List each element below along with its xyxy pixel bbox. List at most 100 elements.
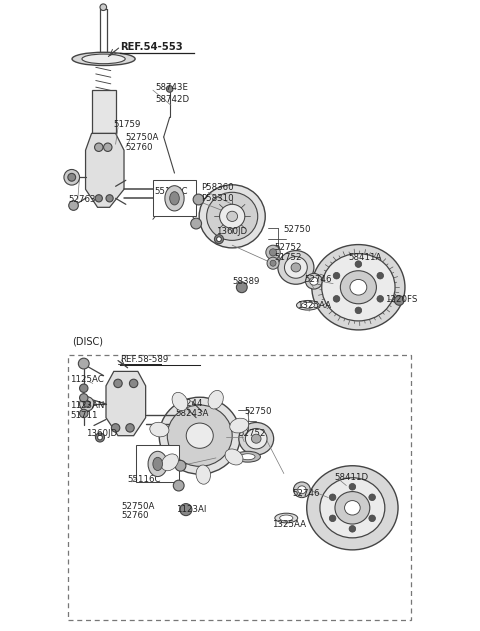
Ellipse shape xyxy=(186,423,213,448)
Circle shape xyxy=(80,384,88,392)
Text: REF.54-553: REF.54-553 xyxy=(120,42,182,52)
Circle shape xyxy=(111,423,120,432)
Circle shape xyxy=(369,515,375,522)
Circle shape xyxy=(355,307,362,314)
Polygon shape xyxy=(106,372,145,435)
Circle shape xyxy=(333,273,340,279)
Circle shape xyxy=(215,235,224,244)
Text: 52763: 52763 xyxy=(69,195,96,204)
Text: (DISC): (DISC) xyxy=(72,336,103,346)
Text: 52760: 52760 xyxy=(126,143,153,151)
Text: 58743E: 58743E xyxy=(156,83,189,91)
Text: 1325AA: 1325AA xyxy=(297,301,331,310)
Ellipse shape xyxy=(82,54,125,64)
Circle shape xyxy=(114,379,122,387)
Ellipse shape xyxy=(291,263,300,272)
Circle shape xyxy=(130,379,138,387)
Bar xyxy=(153,180,196,216)
Circle shape xyxy=(80,397,94,411)
Circle shape xyxy=(329,494,336,500)
Circle shape xyxy=(270,260,276,266)
Ellipse shape xyxy=(219,204,245,228)
Ellipse shape xyxy=(320,478,385,538)
Text: 51711: 51711 xyxy=(70,411,97,420)
Circle shape xyxy=(68,174,76,181)
Ellipse shape xyxy=(227,211,238,221)
Circle shape xyxy=(69,201,78,210)
Ellipse shape xyxy=(298,486,306,493)
Ellipse shape xyxy=(208,391,223,409)
Ellipse shape xyxy=(278,251,314,284)
Ellipse shape xyxy=(165,186,184,211)
Text: 52760: 52760 xyxy=(121,511,149,520)
Circle shape xyxy=(267,257,279,269)
Text: 58389: 58389 xyxy=(232,277,260,286)
Text: 1360JD: 1360JD xyxy=(85,429,117,439)
Circle shape xyxy=(106,195,113,202)
Circle shape xyxy=(369,494,375,500)
Circle shape xyxy=(95,195,102,202)
Ellipse shape xyxy=(345,500,360,515)
Circle shape xyxy=(180,504,192,516)
Circle shape xyxy=(193,194,204,205)
Ellipse shape xyxy=(239,423,274,455)
Circle shape xyxy=(333,295,340,302)
Circle shape xyxy=(97,435,102,440)
Text: 1360JD: 1360JD xyxy=(216,227,247,236)
Ellipse shape xyxy=(297,300,319,310)
Ellipse shape xyxy=(335,492,370,524)
Text: 52750: 52750 xyxy=(244,407,272,416)
Text: 52752: 52752 xyxy=(238,429,266,439)
Ellipse shape xyxy=(225,449,243,465)
Circle shape xyxy=(216,237,221,242)
Text: 52746: 52746 xyxy=(292,490,320,498)
Text: P58310: P58310 xyxy=(201,194,234,203)
Text: 1125AC: 1125AC xyxy=(70,375,104,384)
Text: 1220FS: 1220FS xyxy=(385,295,417,304)
Ellipse shape xyxy=(150,422,169,437)
Ellipse shape xyxy=(240,454,255,460)
Text: 1123AI: 1123AI xyxy=(176,505,206,514)
Text: 55116C: 55116C xyxy=(128,475,161,484)
Text: 52752: 52752 xyxy=(274,243,302,252)
Text: 52750: 52750 xyxy=(284,225,312,234)
Ellipse shape xyxy=(275,513,298,523)
Text: REF.58-589: REF.58-589 xyxy=(120,355,168,364)
Polygon shape xyxy=(85,133,124,208)
Ellipse shape xyxy=(252,434,261,443)
Text: 1325AA: 1325AA xyxy=(272,519,306,529)
Circle shape xyxy=(64,170,80,185)
Ellipse shape xyxy=(72,52,135,66)
Circle shape xyxy=(269,249,276,256)
Ellipse shape xyxy=(170,192,180,205)
Circle shape xyxy=(84,401,90,407)
Circle shape xyxy=(377,273,384,279)
Ellipse shape xyxy=(280,515,293,521)
Circle shape xyxy=(355,261,362,268)
Text: 58411D: 58411D xyxy=(335,473,369,482)
Circle shape xyxy=(377,295,384,302)
Bar xyxy=(136,445,180,482)
Ellipse shape xyxy=(199,185,265,248)
Ellipse shape xyxy=(148,451,168,476)
Ellipse shape xyxy=(245,428,267,449)
Text: 58243A: 58243A xyxy=(176,409,209,418)
Circle shape xyxy=(126,423,134,432)
Ellipse shape xyxy=(172,392,188,411)
Ellipse shape xyxy=(310,278,318,285)
Circle shape xyxy=(349,526,356,532)
Circle shape xyxy=(266,245,280,259)
Ellipse shape xyxy=(159,398,240,474)
Ellipse shape xyxy=(301,302,314,309)
Text: 52746: 52746 xyxy=(304,275,332,284)
Ellipse shape xyxy=(161,454,179,471)
Ellipse shape xyxy=(230,418,249,433)
Ellipse shape xyxy=(322,254,395,321)
Ellipse shape xyxy=(153,457,162,471)
Circle shape xyxy=(95,143,103,151)
Text: 55116C: 55116C xyxy=(154,187,188,196)
Circle shape xyxy=(104,143,112,151)
Bar xyxy=(92,90,116,133)
Ellipse shape xyxy=(340,271,376,304)
Ellipse shape xyxy=(285,257,307,278)
